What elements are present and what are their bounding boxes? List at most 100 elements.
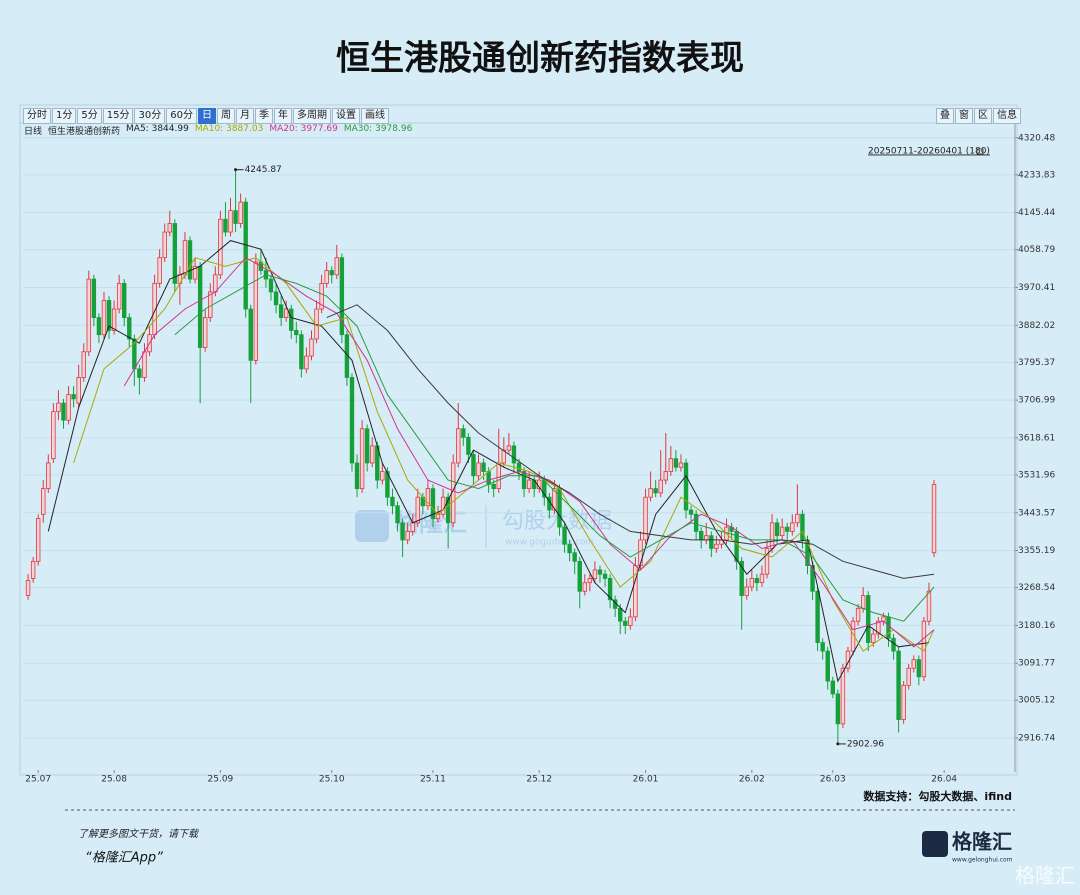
annotation-dot bbox=[234, 168, 238, 172]
candle-body bbox=[203, 317, 208, 348]
annotation-label: 2902.96 bbox=[847, 739, 884, 749]
period-button[interactable]: 多周期 bbox=[292, 108, 331, 124]
period-button[interactable]: 季 bbox=[254, 108, 273, 124]
candle-body bbox=[430, 488, 436, 519]
candle-body bbox=[491, 483, 496, 490]
candle-body bbox=[911, 659, 916, 669]
candle-body bbox=[339, 257, 345, 336]
period-label: 日线 bbox=[24, 127, 43, 137]
candle-body bbox=[774, 522, 780, 537]
tool-button[interactable]: 窗 bbox=[955, 108, 973, 124]
logo-icon bbox=[922, 831, 948, 857]
candle-body bbox=[218, 218, 223, 276]
candle-body bbox=[916, 659, 922, 678]
candle-body bbox=[329, 270, 334, 276]
candle-body bbox=[51, 411, 56, 460]
period-button[interactable]: 月 bbox=[235, 108, 254, 124]
y-tick-label: 3005.12 bbox=[1018, 696, 1055, 706]
chart-title: 恒生港股通创新药指数表现 bbox=[336, 39, 744, 79]
tool-button[interactable]: 叠 bbox=[936, 108, 954, 124]
y-tick-label: 3180.16 bbox=[1018, 621, 1055, 631]
candle-body bbox=[881, 616, 886, 622]
candle-body bbox=[506, 445, 512, 451]
candle-body bbox=[359, 428, 365, 490]
y-tick-label: 3706.99 bbox=[1018, 396, 1055, 406]
candle-body bbox=[931, 483, 937, 554]
watermark-icon bbox=[355, 510, 389, 542]
candle-body bbox=[699, 530, 704, 541]
period-button[interactable]: 年 bbox=[273, 108, 292, 124]
candle-body bbox=[901, 684, 906, 720]
period-button[interactable]: 5分 bbox=[77, 108, 102, 124]
candle-body bbox=[587, 578, 593, 584]
candle-body bbox=[860, 595, 866, 609]
x-tick-label: 25.07 bbox=[25, 775, 51, 785]
tool-button[interactable]: 区 bbox=[974, 108, 992, 124]
candle-body bbox=[253, 261, 259, 361]
candle-body bbox=[871, 633, 876, 643]
ma-line bbox=[47, 240, 930, 683]
x-tick-label: 26.02 bbox=[739, 775, 765, 785]
y-tick-label: 3091.77 bbox=[1018, 659, 1055, 669]
candle-body bbox=[501, 449, 507, 464]
period-button[interactable]: 设置 bbox=[331, 108, 360, 124]
period-button[interactable]: 1分 bbox=[52, 108, 77, 124]
candle-body bbox=[445, 496, 451, 524]
period-button[interactable]: 画线 bbox=[360, 108, 389, 124]
y-tick-label: 3443.57 bbox=[1018, 508, 1055, 518]
candle-body bbox=[187, 240, 193, 280]
period-button[interactable]: 15分 bbox=[102, 108, 134, 124]
range-label: 20250711-20260401 (180) bbox=[868, 147, 990, 157]
candle-body bbox=[324, 270, 329, 284]
candle-body bbox=[127, 317, 132, 340]
candle-body bbox=[790, 522, 795, 532]
annotation-label: 4245.87 bbox=[245, 165, 282, 175]
candle-body bbox=[101, 300, 107, 336]
logo-text: 格隆汇 bbox=[952, 830, 1012, 854]
candle-body bbox=[81, 351, 86, 378]
candle-body bbox=[734, 530, 739, 562]
candle-body bbox=[425, 488, 431, 507]
x-tick-label: 26.04 bbox=[931, 775, 957, 785]
candle-body bbox=[238, 201, 243, 224]
period-button[interactable]: 30分 bbox=[134, 108, 166, 124]
candle-body bbox=[405, 530, 410, 541]
candle-body bbox=[268, 278, 274, 293]
lock-icon bbox=[976, 148, 984, 155]
period-button[interactable]: 分时 bbox=[23, 108, 51, 124]
tool-button[interactable]: 信息 bbox=[993, 108, 1021, 124]
ma-line bbox=[73, 257, 935, 652]
candle-body bbox=[30, 560, 36, 579]
instrument-label: 恒生港股通创新药 bbox=[48, 127, 121, 137]
candle-body bbox=[410, 522, 415, 532]
candle-body bbox=[785, 526, 790, 532]
candle-body bbox=[86, 278, 91, 353]
period-button[interactable]: 周 bbox=[216, 108, 235, 124]
candle-body bbox=[800, 513, 805, 541]
candle-body bbox=[41, 488, 46, 515]
period-button[interactable]: 日 bbox=[197, 108, 216, 124]
legend-value: 3887.03 bbox=[226, 124, 264, 134]
candle-body bbox=[157, 257, 162, 284]
candle-body bbox=[481, 462, 486, 472]
candle-body bbox=[223, 218, 228, 233]
candle-body bbox=[638, 539, 643, 567]
ma-line bbox=[174, 274, 935, 622]
candle-body bbox=[400, 522, 405, 541]
period-button[interactable]: 60分 bbox=[166, 108, 197, 124]
candle-body bbox=[643, 496, 648, 541]
candle-body bbox=[456, 428, 461, 464]
candle-body bbox=[552, 488, 557, 511]
candle-body bbox=[233, 210, 238, 224]
candle-body bbox=[921, 620, 927, 678]
candle-body bbox=[906, 667, 911, 686]
logo-url: www.gelonghui.com bbox=[952, 857, 1013, 864]
candle-body bbox=[319, 282, 324, 310]
candle-body bbox=[294, 330, 299, 336]
candle-body bbox=[380, 471, 385, 481]
candle-body bbox=[567, 543, 572, 554]
candle-body bbox=[66, 394, 71, 421]
candle-body bbox=[309, 338, 314, 357]
candle-body bbox=[876, 620, 881, 635]
